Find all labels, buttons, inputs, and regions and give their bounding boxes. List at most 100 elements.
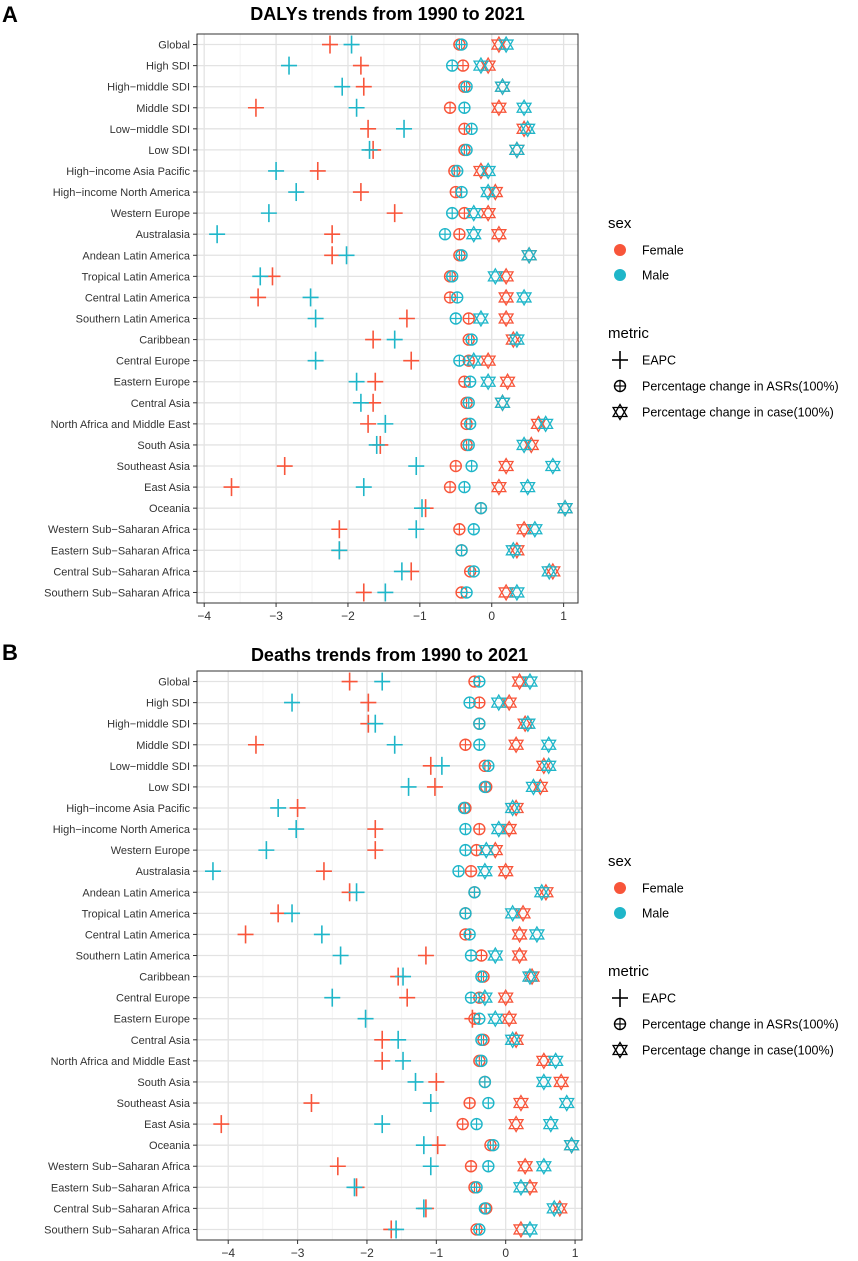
- legend: sex Female Male metric EAPC Percentage change…: [608, 215, 839, 1059]
- marker-male-circle-plus: [473, 717, 486, 730]
- legend-circle-plus-icon: [613, 1017, 627, 1031]
- marker-female-hexagram: [497, 862, 514, 881]
- marker-male-circle-plus: [451, 291, 464, 304]
- marker-male-hexagram: [465, 351, 482, 370]
- marker-male-hexagram: [526, 520, 543, 539]
- marker-female-plus: [355, 583, 372, 602]
- marker-female-plus: [270, 904, 287, 923]
- marker-male-plus: [361, 140, 378, 159]
- marker-female-circle-plus: [464, 865, 478, 878]
- marker-male-circle-plus: [463, 375, 477, 388]
- legend-dot-female: [614, 244, 626, 256]
- marker-male-hexagram: [508, 583, 525, 602]
- marker-female-hexagram: [498, 457, 515, 475]
- marker-male-plus: [270, 798, 287, 817]
- marker-male-plus: [414, 499, 431, 518]
- marker-male-plus: [346, 1178, 363, 1197]
- legend-sex-title: sex: [608, 853, 632, 870]
- marker-female-plus: [367, 820, 384, 839]
- marker-female-circle-plus: [453, 228, 466, 241]
- marker-male-hexagram: [508, 330, 525, 349]
- legend-metric-label: Percentage change in case(100%): [642, 406, 834, 420]
- marker-male-plus: [374, 1115, 391, 1134]
- marker-male-hexagram: [547, 1052, 564, 1070]
- marker-male-circle-plus: [460, 586, 473, 599]
- marker-male-circle-plus: [464, 949, 478, 962]
- marker-male-hexagram: [478, 841, 495, 859]
- marker-male-plus: [284, 693, 301, 712]
- marker-female-plus: [398, 309, 415, 328]
- marker-female-hexagram: [535, 1052, 552, 1070]
- marker-male-plus: [258, 841, 275, 860]
- marker-female-hexagram: [501, 1009, 518, 1028]
- marker-male-hexagram: [516, 98, 533, 117]
- marker-male-plus: [395, 1051, 412, 1070]
- marker-female-hexagram: [512, 1094, 530, 1112]
- marker-female-hexagram: [498, 288, 515, 307]
- y-tick-label: Central Europe: [116, 993, 190, 1005]
- marker-male-circle-plus: [445, 270, 459, 283]
- legend-hexagram-icon: [611, 403, 629, 421]
- marker-male-circle-plus: [460, 143, 473, 157]
- marker-male-hexagram: [544, 457, 561, 475]
- marker-male-plus: [396, 119, 413, 138]
- y-tick-label: Andean Latin America: [82, 887, 191, 899]
- marker-male-hexagram: [480, 183, 497, 201]
- marker-male-hexagram: [528, 925, 545, 944]
- marker-male-hexagram: [535, 1157, 552, 1176]
- y-tick-label: Australasia: [136, 866, 191, 878]
- marker-female-plus: [276, 457, 293, 476]
- marker-male-hexagram: [480, 372, 497, 391]
- marker-male-hexagram: [533, 883, 550, 902]
- marker-male-circle-plus: [467, 523, 480, 536]
- marker-male-hexagram: [490, 820, 507, 838]
- marker-male-plus: [334, 77, 351, 96]
- marker-female-plus: [223, 478, 240, 497]
- y-tick-label: High SDI: [146, 61, 190, 73]
- marker-male-hexagram: [558, 1094, 575, 1112]
- marker-female-plus: [315, 862, 332, 881]
- marker-male-plus: [355, 478, 372, 497]
- marker-female-hexagram: [501, 693, 518, 712]
- legend-metric-title: metric: [608, 325, 649, 342]
- marker-male-plus: [415, 1136, 432, 1155]
- marker-female-hexagram: [490, 225, 507, 244]
- x-tick-label: 1: [560, 609, 567, 623]
- marker-female-circle-plus: [475, 949, 488, 962]
- y-tick-label: Central Sub−Saharan Africa: [53, 1203, 191, 1215]
- chart-title-a: DALYs trends from 1990 to 2021: [250, 4, 524, 24]
- legend-metric-label: Percentage change in case(100%): [642, 1044, 834, 1058]
- marker-male-plus: [408, 457, 425, 476]
- marker-male-hexagram: [494, 394, 511, 412]
- y-tick-label: Southern Latin America: [76, 951, 191, 963]
- marker-male-plus: [374, 672, 391, 691]
- y-tick-label: Western Sub−Saharan Africa: [48, 524, 191, 536]
- marker-male-circle-plus: [455, 185, 468, 199]
- x-tick-label: −3: [291, 1246, 305, 1260]
- marker-male-hexagram: [512, 1178, 530, 1197]
- marker-male-hexagram: [521, 672, 539, 691]
- y-tick-label: Eastern Sub−Saharan Africa: [51, 1182, 191, 1194]
- legend-metric-label: EAPC: [642, 354, 676, 368]
- marker-female-hexagram: [490, 98, 507, 117]
- marker-female-hexagram: [508, 735, 525, 754]
- marker-female-plus: [289, 798, 306, 817]
- marker-male-circle-plus: [478, 1202, 492, 1215]
- panel-label-b: B: [2, 640, 18, 665]
- marker-female-circle-plus: [462, 312, 475, 325]
- marker-male-hexagram: [519, 714, 536, 733]
- marker-male-plus: [408, 520, 425, 539]
- marker-female-hexagram: [514, 904, 532, 923]
- legend-metric-label: Percentage change in ASRs(100%): [642, 1018, 839, 1032]
- legend-sex-label: Female: [642, 244, 684, 258]
- marker-male-plus: [209, 225, 226, 244]
- marker-male-hexagram: [535, 1073, 552, 1091]
- marker-male-plus: [390, 1030, 407, 1049]
- marker-male-circle-plus: [457, 801, 471, 815]
- marker-female-hexagram: [511, 925, 528, 944]
- y-tick-label: Western Europe: [111, 208, 190, 220]
- marker-male-circle-plus: [473, 1012, 486, 1025]
- marker-female-plus: [374, 1030, 391, 1049]
- legend-dot-male: [614, 907, 626, 919]
- marker-male-plus: [422, 1094, 439, 1113]
